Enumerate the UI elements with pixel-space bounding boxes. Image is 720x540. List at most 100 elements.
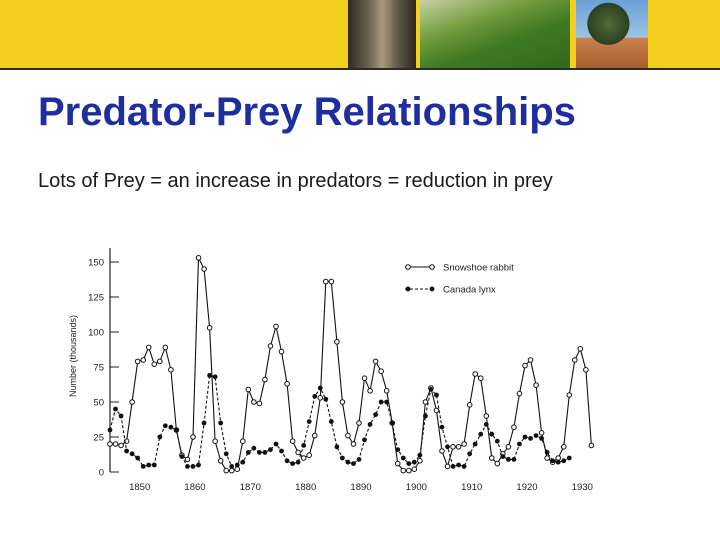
data-point xyxy=(367,388,373,394)
data-point xyxy=(506,457,511,462)
chart-legend: Snowshoe rabbit Canada lynx xyxy=(405,263,514,296)
data-point xyxy=(373,412,378,417)
data-point xyxy=(406,461,412,466)
data-point xyxy=(533,433,539,438)
legend-marker xyxy=(429,264,435,270)
data-point xyxy=(162,423,168,429)
data-point xyxy=(140,357,146,363)
data-point xyxy=(328,419,334,424)
data-point xyxy=(207,373,213,378)
data-point xyxy=(572,357,578,363)
data-point xyxy=(566,392,573,398)
data-point xyxy=(240,459,246,465)
data-point xyxy=(361,375,368,381)
data-point xyxy=(345,432,351,439)
data-point xyxy=(583,367,589,373)
data-point xyxy=(422,399,429,405)
data-point xyxy=(317,385,323,391)
legend-marker xyxy=(405,264,411,270)
data-point xyxy=(340,455,345,461)
population-chart: 0 25 50 75 100 125 150 1850 1860 1870 1880 1890 1900… xyxy=(68,248,595,493)
header-photo-field xyxy=(420,0,570,68)
x-tick-label: 1870 xyxy=(240,482,261,493)
data-point xyxy=(184,456,191,463)
data-point xyxy=(334,339,340,345)
data-point xyxy=(350,441,357,447)
data-point xyxy=(411,459,417,465)
data-point xyxy=(279,448,284,454)
data-point xyxy=(384,399,390,405)
data-point xyxy=(544,455,550,461)
y-axis-title: Number (thousands) xyxy=(68,315,78,397)
data-point xyxy=(140,464,146,469)
data-point xyxy=(472,441,478,447)
data-point xyxy=(538,430,545,436)
data-point xyxy=(533,382,539,388)
data-point xyxy=(251,445,257,451)
data-point xyxy=(134,358,141,365)
data-point xyxy=(372,358,379,365)
y-tick-label: 50 xyxy=(93,398,104,409)
data-point xyxy=(257,450,262,455)
series-1 xyxy=(107,373,572,469)
data-point xyxy=(351,461,356,466)
data-point xyxy=(262,376,268,383)
data-point xyxy=(555,459,561,465)
data-point xyxy=(251,399,257,405)
data-point xyxy=(113,406,118,412)
data-point xyxy=(550,458,556,464)
data-point xyxy=(423,413,428,419)
data-point xyxy=(323,396,329,402)
data-point xyxy=(124,448,129,454)
data-point xyxy=(400,455,406,461)
data-point xyxy=(185,464,190,469)
header-band xyxy=(0,0,720,70)
data-point xyxy=(151,361,158,367)
x-tick-label: 1900 xyxy=(406,482,427,493)
data-point xyxy=(301,443,307,448)
legend-label: Canada lynx xyxy=(443,285,496,296)
slide-subtitle: Lots of Prey = an increase in predators … xyxy=(38,170,553,192)
data-point xyxy=(157,434,163,440)
data-point xyxy=(489,455,495,461)
data-point xyxy=(107,427,113,433)
data-point xyxy=(112,441,119,447)
y-tick-label: 0 xyxy=(99,468,104,479)
data-point xyxy=(445,444,450,450)
data-point xyxy=(190,434,196,440)
data-point xyxy=(179,454,185,459)
data-point xyxy=(494,438,500,444)
data-point xyxy=(234,462,240,468)
data-point xyxy=(522,362,528,369)
legend-label: Snowshoe rabbit xyxy=(443,263,514,274)
data-point xyxy=(450,464,456,469)
data-point xyxy=(367,422,373,427)
data-point xyxy=(145,344,152,351)
data-point xyxy=(107,441,113,447)
data-point xyxy=(433,407,440,414)
y-tick-label: 125 xyxy=(88,293,104,304)
data-point xyxy=(196,462,201,468)
data-point xyxy=(555,455,562,461)
data-point xyxy=(245,450,251,455)
data-point xyxy=(300,455,307,461)
data-point xyxy=(467,451,473,457)
x-tick-label: 1850 xyxy=(129,482,150,493)
data-point xyxy=(472,371,479,377)
data-point xyxy=(212,438,218,444)
data-point xyxy=(118,442,124,449)
data-point xyxy=(516,390,523,397)
legend-marker xyxy=(405,286,411,292)
data-point xyxy=(378,399,384,405)
data-point xyxy=(394,460,401,467)
data-point xyxy=(466,402,473,408)
data-point xyxy=(561,458,567,464)
x-tick-label: 1890 xyxy=(350,482,371,493)
data-point xyxy=(306,452,312,458)
data-point xyxy=(228,467,235,474)
y-tick-label: 25 xyxy=(93,433,104,444)
data-point xyxy=(289,438,296,444)
data-point xyxy=(234,466,241,472)
data-point xyxy=(362,437,367,443)
data-point xyxy=(494,460,501,467)
